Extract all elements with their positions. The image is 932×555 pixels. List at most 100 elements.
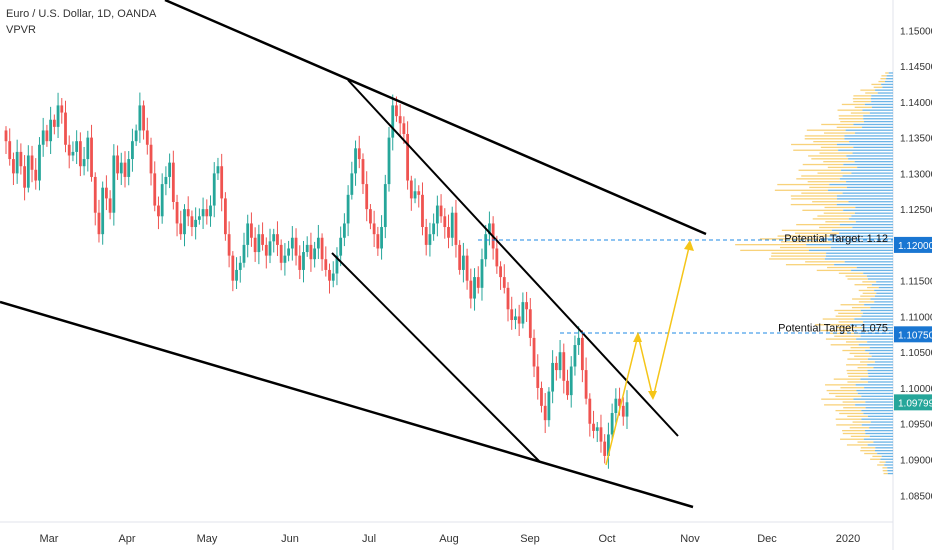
profile-bar-up (821, 398, 854, 400)
profile-bar-down (882, 86, 893, 88)
candle-body (116, 155, 119, 174)
channel-outer-lower-trendline[interactable] (0, 300, 694, 509)
candle-body (134, 130, 138, 142)
profile-bar-up (774, 189, 829, 191)
profile-bar-down (826, 252, 893, 254)
profile-bar-down (831, 241, 893, 243)
profile-bar-down (839, 232, 893, 234)
profile-bar-up (821, 123, 854, 126)
profile-bar-up (817, 172, 852, 174)
profile-bar-up (777, 235, 830, 237)
profile-bar-down (849, 140, 893, 143)
profile-bar-down (874, 301, 893, 303)
time-axis[interactable]: Mar Apr May Jun Jul Aug Sep Oct Nov Dec 2020 (40, 533, 861, 545)
candle-body (15, 151, 19, 174)
candle-body (569, 366, 573, 396)
candle-body (90, 137, 93, 177)
candle-body (473, 277, 476, 299)
profile-bar-down (867, 358, 893, 360)
profile-bar-down (867, 369, 893, 372)
candle-body (528, 309, 532, 338)
profile-bar-down (855, 221, 893, 223)
profile-bar-down (873, 441, 893, 443)
profile-bar-up (807, 181, 847, 183)
wedge-lower-trendline[interactable] (331, 252, 541, 463)
profile-bar-down (855, 206, 893, 209)
projection-arrow-path[interactable] (605, 242, 691, 466)
candle-body (514, 316, 517, 321)
candle-body (595, 427, 599, 431)
profile-bar-up (845, 341, 868, 343)
profile-bar-up (860, 295, 875, 297)
profile-bar-up (836, 326, 863, 329)
profile-bar-up (813, 140, 850, 143)
channel-outer-upper-trendline[interactable] (164, 0, 707, 236)
profile-bar-down (854, 212, 893, 214)
profile-bar-down (857, 392, 893, 395)
profile-bar-down (874, 361, 893, 363)
profile-bar-down (855, 404, 893, 406)
profile-bar-up (852, 421, 871, 423)
price-label-text: 1.12000 (898, 241, 932, 252)
profile-bar-up (794, 232, 840, 234)
candle-body (488, 223, 491, 235)
profile-bar-down (870, 421, 893, 423)
profile-bar-down (824, 258, 893, 260)
profile-bar-down (829, 183, 893, 186)
candle-body (157, 205, 160, 217)
profile-bar-up (883, 472, 888, 475)
candle-body (554, 362, 558, 371)
profile-bar-down (844, 261, 893, 263)
candle-body (558, 352, 562, 371)
profile-bar-up (824, 404, 856, 406)
candle-body (592, 423, 595, 431)
profile-bar-up (819, 152, 853, 154)
profile-bar-up (838, 321, 864, 323)
candle-body (41, 130, 45, 145)
candle-body (287, 248, 291, 256)
profile-bar-up (815, 324, 851, 326)
candle-body (71, 151, 75, 156)
profile-bar-up (771, 252, 827, 254)
price-label-box (894, 326, 932, 343)
candle-body (112, 155, 116, 213)
candle-body (380, 227, 383, 249)
price-axis-tick-label: 1.14000 (900, 98, 932, 109)
arrowhead-down (648, 391, 657, 400)
candle-body (402, 123, 406, 135)
profile-bar-up (798, 169, 842, 171)
profile-bar-down (888, 72, 893, 74)
time-axis-tick-label: Nov (680, 533, 700, 545)
profile-bar-down (825, 255, 893, 257)
candle-body (398, 116, 402, 124)
profile-bar-down (878, 286, 893, 289)
candle-body (235, 269, 238, 281)
profile-bar-up (880, 78, 887, 80)
candle-body (320, 237, 324, 260)
time-axis-tick-label: Jul (362, 533, 376, 545)
profile-bar-down (842, 192, 893, 194)
profile-bar-up (801, 192, 843, 194)
profile-bar-up (793, 149, 839, 151)
profile-bar-up (867, 286, 879, 289)
candle-body (168, 162, 172, 177)
profile-bar-up (838, 312, 863, 314)
price-axis[interactable]: 1.15000 1.14500 1.14000 1.13500 1.13000 1.125… (900, 26, 932, 502)
wedge-upper-trendline[interactable] (347, 79, 679, 437)
profile-bar-up (862, 292, 877, 294)
candle-body (8, 141, 12, 160)
candle-body (60, 105, 64, 113)
candle-body (108, 198, 112, 213)
candle-body (45, 130, 49, 142)
profile-bar-up (864, 452, 878, 455)
candle-body (253, 237, 257, 253)
candle-body (298, 255, 302, 270)
candle-body (506, 287, 510, 310)
profile-bar-up (865, 92, 878, 94)
profile-bar-up (811, 158, 849, 160)
profile-bar-up (846, 444, 868, 446)
candle-body (220, 166, 224, 199)
profile-bar-up (812, 218, 849, 220)
